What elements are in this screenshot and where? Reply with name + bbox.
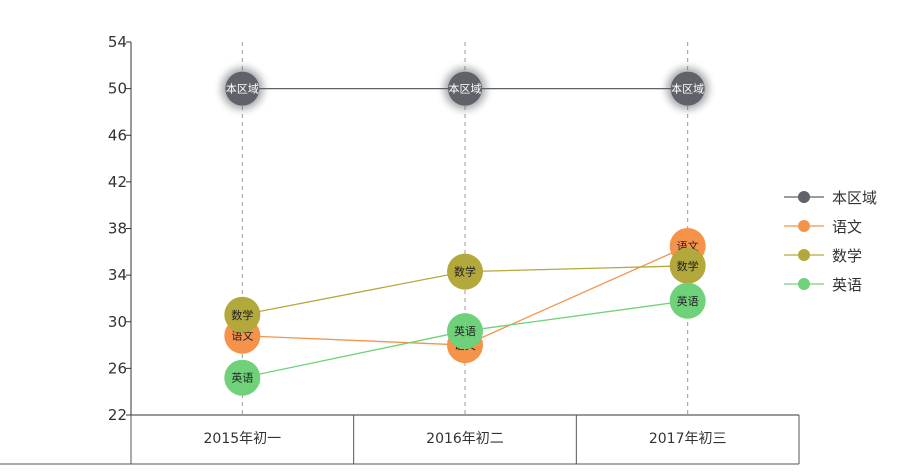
legend-label: 语文 (832, 218, 862, 236)
region-marker (670, 71, 705, 106)
y-tick-label: 22 (108, 406, 127, 424)
y-tick-label: 54 (108, 33, 127, 51)
data-point-label: 本区域 (449, 82, 482, 96)
y-tick-label: 46 (108, 126, 127, 144)
x-category-label: 2016年初二 (426, 430, 504, 447)
x-category-label: 2015年初一 (204, 430, 282, 447)
legend-label: 本区域 (832, 189, 877, 207)
data-point-label: 数学 (677, 259, 699, 273)
data-point-label: 英语 (231, 371, 253, 385)
y-tick-label: 38 (108, 220, 127, 238)
data-point (669, 282, 706, 319)
data-point (447, 313, 483, 350)
region-marker (225, 71, 260, 106)
data-point (224, 296, 261, 333)
x-category-label: 2017年初三 (649, 430, 727, 447)
data-point (224, 359, 261, 396)
data-point-label: 英语 (454, 324, 476, 338)
data-point (669, 247, 706, 284)
y-tick-label: 50 (108, 80, 127, 98)
legend-label: 数学 (832, 247, 862, 265)
data-point-label: 语文 (231, 329, 253, 343)
legend-swatch-dot (798, 278, 810, 290)
legend-label: 英语 (832, 276, 862, 294)
data-point-label: 本区域 (671, 82, 704, 96)
legend-swatch-dot (798, 249, 810, 261)
legend-swatch-dot (798, 220, 810, 232)
y-tick-label: 34 (108, 266, 127, 284)
y-tick-label: 30 (108, 313, 127, 331)
data-point (447, 253, 483, 290)
region-marker (448, 71, 482, 106)
y-tick-label: 42 (108, 173, 127, 191)
data-point-label: 本区域 (226, 82, 259, 96)
y-tick-label: 26 (108, 359, 127, 377)
data-point-label: 数学 (454, 265, 476, 279)
data-point-label: 数学 (231, 308, 253, 322)
data-point-label: 英语 (677, 294, 699, 308)
legend-swatch-dot (798, 191, 810, 203)
